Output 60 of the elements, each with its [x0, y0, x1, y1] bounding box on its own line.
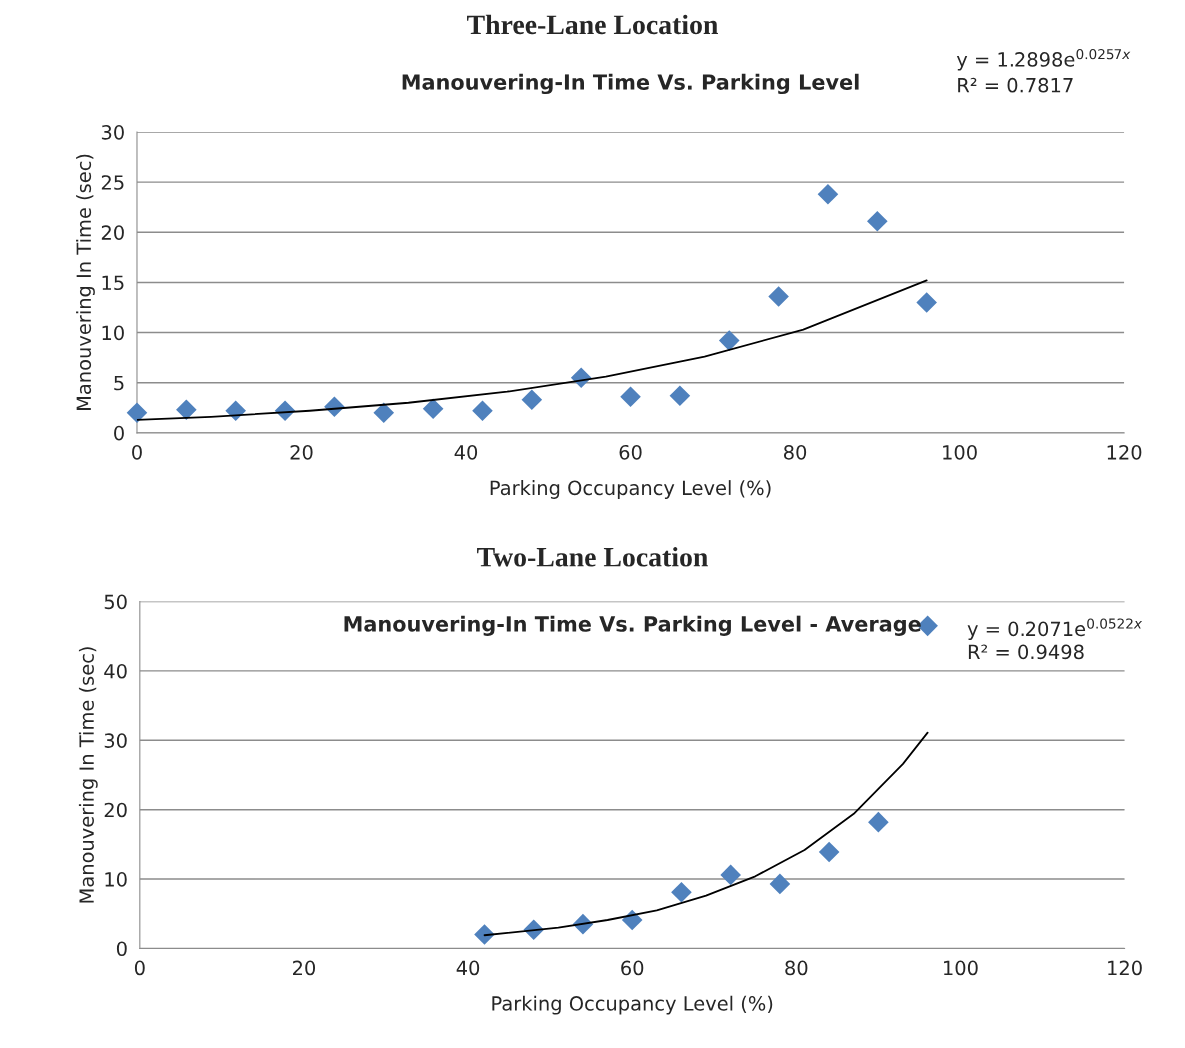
text: y = 1.2898e$^{0.0257x}$ — [956, 48, 1131, 71]
x-tick-label: 100 — [944, 960, 978, 976]
point — [621, 909, 643, 931]
x-axis-title: Parking Occupancy Level (%) — [492, 995, 773, 1015]
x-tick-label: 60 — [621, 960, 644, 976]
x-tick-label: 40 — [456, 960, 480, 976]
point — [768, 286, 789, 307]
point — [718, 330, 740, 351]
y-tick-label: 30 — [104, 733, 127, 748]
point — [225, 400, 246, 422]
x-tick-label: 60 — [619, 444, 642, 460]
y-tick-label: 0 — [116, 941, 127, 957]
x-tick-label: 20 — [293, 960, 316, 976]
x-tick-label: 80 — [784, 444, 807, 460]
y-tick-label: 30 — [101, 125, 124, 140]
point — [868, 811, 889, 833]
point — [176, 399, 197, 421]
x-tick-label: 40 — [454, 444, 478, 460]
y-tick-label: 5 — [114, 375, 124, 391]
y-tick-label: 15 — [102, 275, 124, 291]
point — [671, 881, 692, 903]
point — [472, 400, 493, 422]
chart-title: Three-Lane Location — [467, 14, 718, 35]
y-tick-label: 25 — [101, 175, 124, 190]
y-tick-label: 20 — [104, 802, 127, 818]
point — [521, 389, 543, 411]
annotation: y = 0.2071e$^{0.0522x}$ — [967, 618, 1143, 640]
point — [916, 292, 937, 313]
point — [769, 873, 791, 895]
point — [126, 402, 148, 424]
text: R² = 0.7817 — [958, 77, 1073, 93]
x-tick-label: 120 — [1107, 444, 1142, 460]
y-tick-label: 20 — [101, 225, 124, 240]
point — [422, 398, 444, 420]
point — [818, 841, 840, 863]
point — [474, 924, 495, 945]
point — [373, 402, 395, 424]
y-axis-title: Manouvering In Time (sec) — [78, 647, 98, 903]
x-tick-label: 0 — [132, 444, 142, 460]
point — [669, 385, 691, 407]
y-tick-label: 0 — [114, 425, 124, 441]
x-tick-label: 120 — [1108, 960, 1142, 976]
chart-title: Two-Lane Location — [477, 547, 708, 567]
x-tick-label: 100 — [943, 444, 977, 460]
y-tick-label: 50 — [104, 594, 127, 610]
y-axis-title: Manouvering In Time (sec) — [76, 154, 95, 410]
point — [817, 183, 839, 205]
point — [620, 386, 641, 408]
y-tick-label: 10 — [105, 872, 127, 887]
x-tick-label: 0 — [134, 960, 145, 976]
x-axis-title: Parking Occupancy Level (%) — [490, 480, 771, 499]
chart-subtitle: Manouvering-In Time Vs. Parking Level — [402, 73, 859, 95]
y-tick-label: 40 — [104, 663, 127, 679]
annotation: R² = 0.9498 — [968, 644, 1084, 660]
point — [867, 210, 888, 232]
x-tick-label: 80 — [785, 960, 808, 976]
y-tick-label: 10 — [102, 325, 124, 341]
x-tick-label: 20 — [290, 444, 313, 460]
text: Manouvering-In Time Vs. Parking Level - Average — [344, 615, 921, 636]
point — [720, 864, 741, 886]
